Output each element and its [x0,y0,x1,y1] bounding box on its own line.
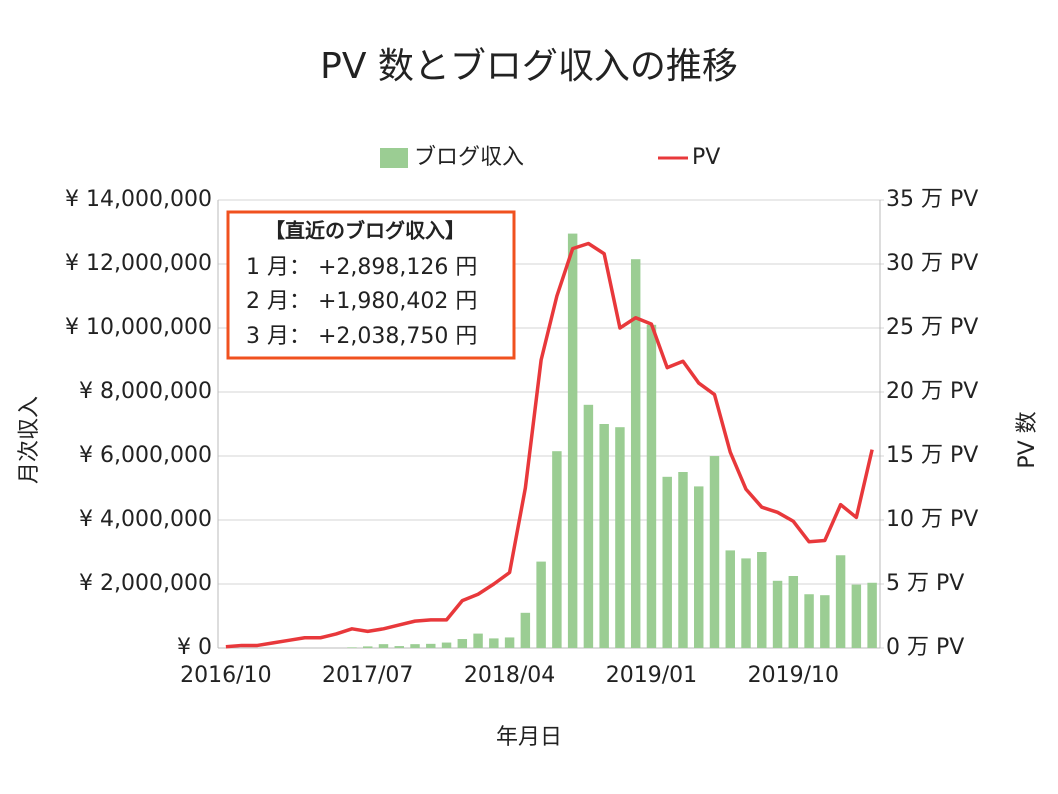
bar [347,647,357,648]
bar [820,595,830,648]
bar [867,582,877,648]
y2-tick-label: 20 万 PV [886,379,978,404]
bar [646,324,657,648]
bar [394,646,404,648]
bar [552,451,562,648]
bar [835,555,846,648]
bar [599,424,609,648]
bar [804,594,814,648]
x-tick-label: 2016/10 [180,663,271,688]
bar [772,580,783,648]
bar [583,404,594,648]
bar [725,550,735,648]
bar [851,584,862,648]
plot: ¥ 0 ¥ 2,000,000 ¥ 4,000,000 ¥ 6,000,000 ¥ 8,… [65,187,978,688]
y2-tick-label: 15 万 PV [886,443,978,468]
bar [757,552,767,648]
y-tick-label: ¥ 10,000,000 [65,315,212,340]
legend-swatch-bar [380,148,408,168]
x-axis-title: 年月日 [496,725,562,750]
y2-tick-label: 0 万 PV [886,635,964,660]
y2-tick-label: 35 万 PV [886,187,978,212]
bar [741,558,751,648]
bar [615,427,625,648]
x-tick-label: 2018/04 [464,663,555,688]
y-tick-label: ¥ 14,000,000 [65,187,212,212]
bar [378,644,389,648]
bar [457,639,468,648]
legend-label: PV [692,145,720,170]
bar [504,637,515,648]
bar [363,646,373,648]
bar [567,233,578,648]
y2-axis-title: PV 数 [1015,411,1040,468]
annotation: 【直近のブログ収入】 1 月： +2,898,126 円 2 月： +1,980… [226,210,516,360]
x-tick-label: 2017/07 [322,663,413,688]
y-tick-label: ¥ 6,000,000 [79,443,212,468]
y-tick-label: ¥ 0 [177,635,212,660]
bar [426,643,436,648]
y2-tick-label: 25 万 PV [886,315,978,340]
annotation-line: 3 月： +2,038,750 円 [246,324,477,349]
y-tick-label: ¥ 12,000,000 [65,251,212,276]
annotation-line: 1 月： +2,898,126 円 [246,255,477,280]
y-tick-label: ¥ 8,000,000 [79,379,212,404]
bar [520,612,531,648]
line [225,241,874,649]
bar [630,259,641,648]
y-tick-label: ¥ 2,000,000 [79,571,212,596]
bar [489,638,499,648]
annotation-line: 2 月： +1,980,402 円 [246,289,477,314]
bar [694,486,704,648]
y-tick-label: ¥ 4,000,000 [79,507,212,532]
bar [441,642,452,648]
bar [473,633,483,648]
y2-tick-label: 30 万 PV [886,251,978,276]
annotation-box [226,210,516,360]
bar [678,472,688,648]
legend-label: ブログ収入 [414,145,524,170]
x-tick-label: 2019/01 [606,663,697,688]
y2-tick-label: 5 万 PV [886,571,964,596]
bar [662,476,672,648]
bar [709,456,720,648]
bar [536,561,546,648]
chart-title: PV 数とブログ収入の推移 [320,46,738,87]
y2-tick-label: 10 万 PV [886,507,978,532]
bar [410,644,420,648]
y-axis-title: 月次収入 [17,396,42,484]
x-tick-label: 2019/10 [748,663,839,688]
bar [788,576,799,648]
annotation-title: 【直近のブログ収入】 [265,219,465,243]
